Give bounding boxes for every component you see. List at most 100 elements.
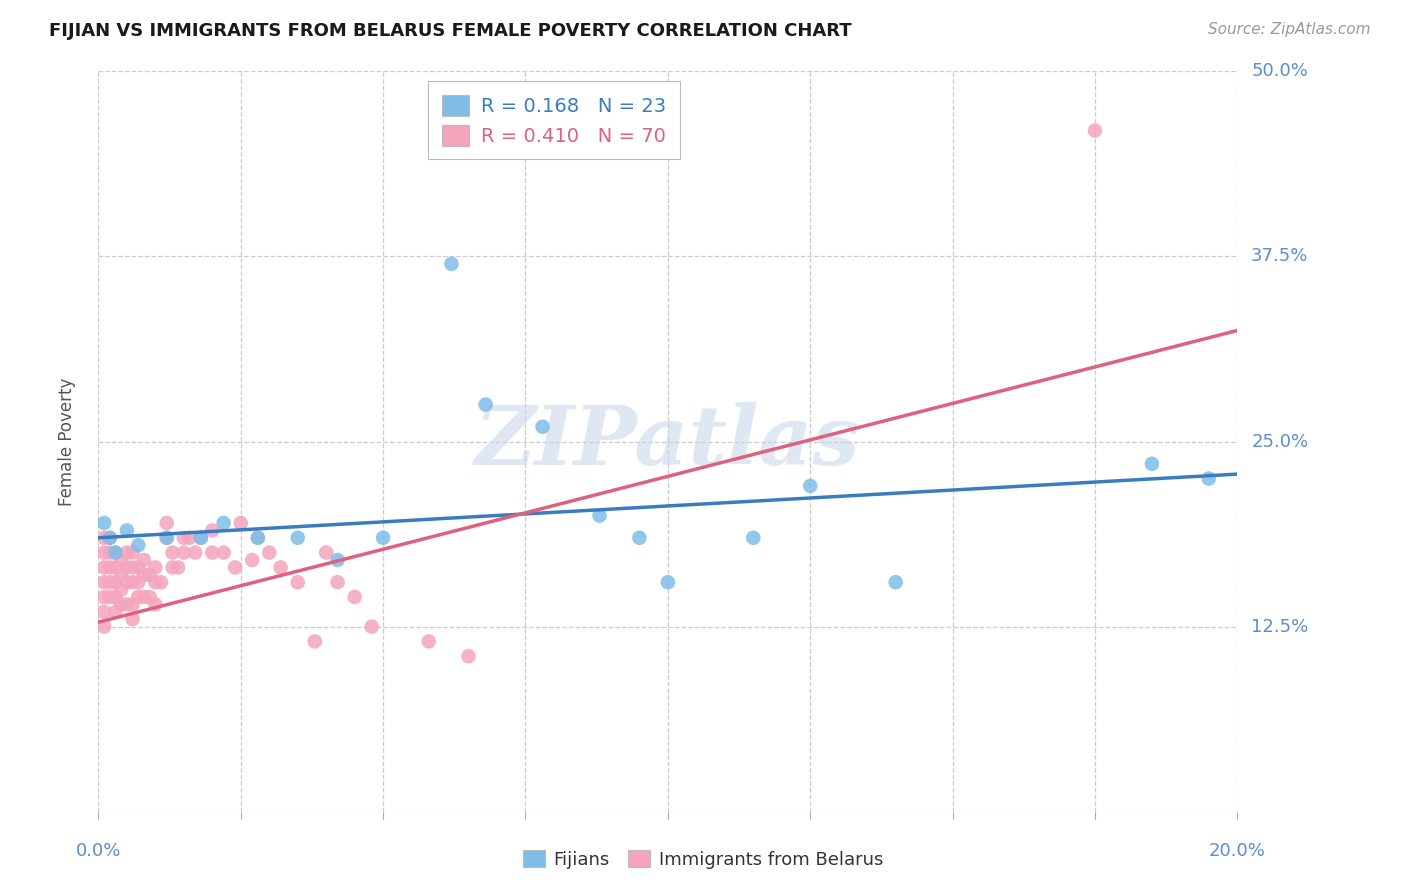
Point [167, 560, 190, 574]
Point [121, 598, 143, 612]
Point [156, 516, 179, 530]
Point [138, 567, 160, 582]
Point [93, 560, 115, 574]
Point [115, 560, 138, 574]
Text: FIJIAN VS IMMIGRANTS FROM BELARUS FEMALE POVERTY CORRELATION CHART: FIJIAN VS IMMIGRANTS FROM BELARUS FEMALE… [49, 22, 852, 40]
Point [201, 524, 224, 538]
Point [474, 398, 496, 412]
Point [1198, 471, 1220, 485]
Point [115, 524, 138, 538]
Point [132, 567, 155, 582]
Point [287, 575, 309, 590]
Point [98, 531, 121, 545]
Point [98, 546, 121, 560]
Point [115, 598, 138, 612]
Point [150, 575, 173, 590]
Point [110, 553, 132, 567]
Point [240, 553, 263, 567]
Point [173, 546, 195, 560]
Point [98, 575, 121, 590]
Point [162, 560, 184, 574]
Point [145, 575, 167, 590]
Point [93, 590, 115, 604]
Point [531, 419, 554, 434]
Point [93, 516, 115, 530]
Point [98, 531, 121, 545]
Point [229, 516, 252, 530]
Point [173, 531, 195, 545]
Point [104, 590, 127, 604]
Point [127, 575, 149, 590]
Point [132, 590, 155, 604]
Point [93, 575, 115, 590]
Point [287, 531, 309, 545]
Point [121, 575, 143, 590]
Point [212, 546, 235, 560]
Point [127, 560, 149, 574]
Point [121, 546, 143, 560]
Point [179, 531, 201, 545]
Point [373, 531, 395, 545]
Point [115, 575, 138, 590]
Point [799, 479, 821, 493]
Point [201, 546, 224, 560]
Point [190, 531, 212, 545]
Point [121, 612, 143, 626]
Point [93, 619, 115, 633]
Point [742, 531, 765, 545]
Point [156, 531, 179, 545]
Point [110, 598, 132, 612]
Point [190, 531, 212, 545]
Text: 0.0%: 0.0% [76, 842, 121, 860]
Point [104, 575, 127, 590]
Point [588, 508, 610, 523]
Point [360, 619, 382, 633]
Point [110, 567, 132, 582]
Point [259, 546, 281, 560]
Point [246, 531, 269, 545]
Point [93, 546, 115, 560]
Point [104, 546, 127, 560]
Point [162, 546, 184, 560]
Point [121, 560, 143, 574]
Point [270, 560, 292, 574]
Point [628, 531, 651, 545]
Point [326, 553, 349, 567]
Point [326, 575, 349, 590]
Point [212, 516, 235, 530]
Point [115, 546, 138, 560]
Point [156, 531, 179, 545]
Text: ZIPatlas: ZIPatlas [475, 401, 860, 482]
Point [246, 531, 269, 545]
Point [104, 560, 127, 574]
Point [127, 590, 149, 604]
Point [127, 538, 149, 552]
Legend: R = 0.168   N = 23, R = 0.410   N = 70: R = 0.168 N = 23, R = 0.410 N = 70 [429, 81, 679, 160]
Point [98, 590, 121, 604]
Point [418, 634, 440, 648]
Point [110, 582, 132, 597]
Y-axis label: Female Poverty: Female Poverty [58, 377, 76, 506]
Point [93, 531, 115, 545]
Point [145, 598, 167, 612]
Point [184, 546, 207, 560]
Text: 25.0%: 25.0% [1251, 433, 1309, 450]
Text: 12.5%: 12.5% [1251, 617, 1309, 636]
Point [138, 590, 160, 604]
Point [104, 546, 127, 560]
Point [98, 560, 121, 574]
Point [343, 590, 366, 604]
Point [1084, 123, 1107, 137]
Point [224, 560, 246, 574]
Point [884, 575, 907, 590]
Point [145, 560, 167, 574]
Point [104, 605, 127, 619]
Point [93, 605, 115, 619]
Point [457, 649, 479, 664]
Point [315, 546, 337, 560]
Point [304, 634, 326, 648]
Text: 20.0%: 20.0% [1209, 842, 1265, 860]
Point [132, 553, 155, 567]
Point [440, 257, 463, 271]
Point [657, 575, 679, 590]
